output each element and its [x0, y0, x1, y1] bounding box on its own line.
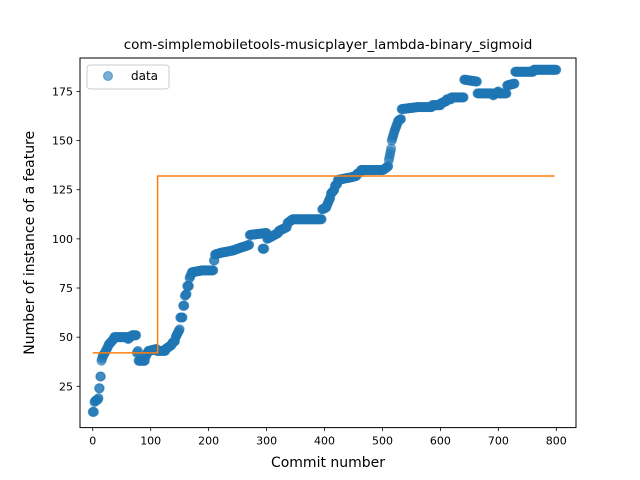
x-tick-label: 100: [140, 435, 161, 448]
x-axis-label: Commit number: [271, 455, 385, 471]
y-tick-label: 150: [52, 135, 73, 148]
x-tick-label: 0: [89, 435, 96, 448]
x-tick-label: 700: [488, 435, 509, 448]
data-point: [96, 372, 105, 381]
y-tick-label: 25: [59, 380, 73, 393]
y-tick-label: 125: [52, 184, 73, 197]
chart-title: com-simplemobiletools-musicplayer_lambda…: [124, 37, 533, 53]
legend-label-data: data: [131, 69, 158, 83]
y-tick-label: 175: [52, 85, 73, 98]
data-point: [180, 301, 189, 310]
y-tick-label: 100: [52, 233, 73, 246]
legend-marker: [104, 72, 113, 81]
legend: data: [87, 65, 169, 89]
data-point: [209, 266, 218, 275]
data-point: [397, 114, 406, 123]
data-point: [175, 325, 184, 334]
data-point: [89, 407, 98, 416]
x-tick-label: 200: [198, 435, 219, 448]
data-point: [245, 240, 254, 249]
data-point: [459, 93, 468, 102]
data-point: [260, 244, 269, 253]
data-point: [133, 346, 142, 355]
data-point: [132, 331, 141, 340]
data-point: [510, 79, 519, 88]
y-axis-label: Number of instance of a feature: [22, 131, 38, 355]
y-tick-label: 75: [59, 282, 73, 295]
data-point: [95, 384, 104, 393]
x-tick-label: 800: [546, 435, 567, 448]
x-tick-label: 600: [430, 435, 451, 448]
x-tick-label: 400: [314, 435, 335, 448]
x-tick-label: 300: [256, 435, 277, 448]
data-point: [317, 215, 326, 224]
data-point: [94, 394, 103, 403]
data-point: [178, 313, 187, 322]
data-point: [472, 77, 481, 86]
data-point: [552, 65, 561, 74]
y-tick-label: 50: [59, 331, 73, 344]
x-tick-label: 500: [372, 435, 393, 448]
